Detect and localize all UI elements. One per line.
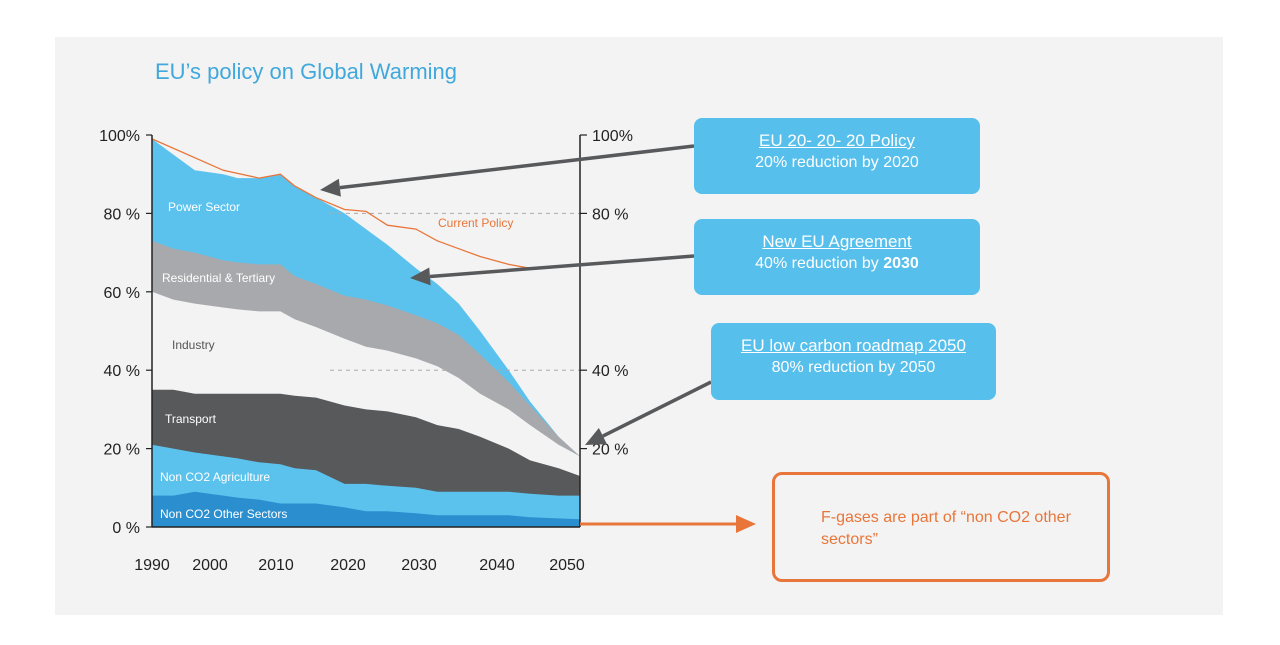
callout-2030-sub-year: 2030 (883, 255, 919, 272)
series-label-non-co2-agriculture: Non CO2 Agriculture (160, 470, 270, 484)
arrow-2020-head (320, 178, 341, 197)
series-label-power-sector: Power Sector (168, 200, 240, 214)
arrow-note (580, 515, 756, 533)
f-gases-note-box: F-gases are part of “non CO2 other secto… (772, 472, 1110, 582)
callout-2030-head: New EU Agreement (762, 232, 912, 251)
arrow-2050-head (585, 428, 607, 445)
y-tick-label-left: 20 % (104, 442, 140, 459)
y-tick-label-left: 0 % (112, 520, 140, 537)
callout-2020-head: EU 20- 20- 20 Policy (759, 131, 915, 150)
arrow-2050-shaft (602, 380, 712, 438)
current-policy-line (151, 138, 531, 269)
y-tick-label-right: 40 % (592, 363, 628, 380)
callout-2030-sub-text: 40% reduction by (755, 255, 884, 272)
y-tick-label-right: 100% (592, 128, 633, 145)
y-tick-label-right: 20 % (592, 442, 628, 459)
page-title: EU’s policy on Global Warming (155, 59, 458, 84)
x-tick-label: 2040 (479, 557, 515, 574)
series-label-transport: Transport (165, 412, 217, 426)
y-tick-label-left: 40 % (104, 363, 140, 380)
callout-2050-roadmap: EU low carbon roadmap 2050 80% reduction… (711, 323, 996, 400)
arrow-2030-shaft (429, 254, 695, 279)
callout-2020-sub: 20% reduction by 2020 (755, 154, 919, 171)
callout-2050-head: EU low carbon roadmap 2050 (741, 336, 966, 355)
series-label-residential-tertiary: Residential & Tertiary (162, 271, 275, 285)
y-tick-label-left: 80 % (104, 206, 140, 223)
x-tick-label: 1990 (134, 557, 170, 574)
f-gases-note-text: F-gases are part of “non CO2 other secto… (821, 509, 1071, 548)
y-tick-label-left: 60 % (104, 285, 140, 302)
y-tick-label-right: 80 % (592, 206, 628, 223)
callout-2030-agreement: New EU Agreement 40% reduction by 2030 (694, 219, 980, 295)
area-non-co2-other-sectors (152, 491, 580, 527)
callout-2020-policy: EU 20- 20- 20 Policy 20% reduction by 20… (694, 118, 980, 194)
current-policy-label: Current Policy (438, 216, 513, 230)
arrow-2020 (320, 144, 695, 197)
arrow-2030 (410, 254, 695, 286)
arrow-2020-shaft (339, 144, 695, 190)
callout-2030-sub: 40% reduction by 2030 (694, 253, 980, 275)
x-tick-label: 2030 (401, 557, 437, 574)
x-tick-label: 2020 (330, 557, 366, 574)
arrow-2050 (585, 380, 712, 445)
x-tick-label: 2050 (549, 557, 585, 574)
arrow-note-head (736, 515, 756, 533)
x-tick-label: 2010 (258, 557, 294, 574)
callout-2050-sub: 80% reduction by 2050 (771, 359, 936, 376)
arrow-2030-head (410, 267, 431, 286)
series-label-industry: Industry (172, 338, 215, 352)
x-tick-label: 2000 (192, 557, 228, 574)
series-label-non-co2-other-sectors: Non CO2 Other Sectors (160, 507, 287, 521)
y-tick-label-left: 100% (99, 128, 140, 145)
